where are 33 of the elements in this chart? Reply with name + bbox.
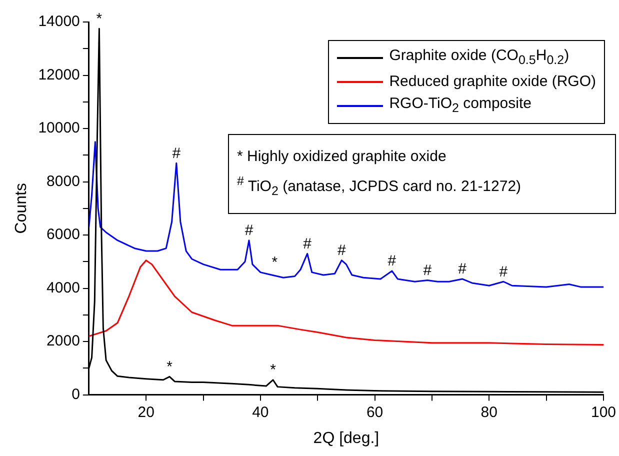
x-tick-label: 80 [480,404,498,421]
annotation: # [244,222,254,239]
annotation: # [458,260,468,278]
legend-label: Reduced graphite oxide (RGO) [389,72,596,92]
x-tick-label: 20 [138,404,154,421]
y-tick-label: 0 [72,386,80,403]
annotation: * Highly oxidized graphite oxide [237,147,448,167]
x-tick-label: 40 [252,404,269,421]
y-tick-label: 14000 [38,13,80,30]
note-box: * Highly oxidized graphite oxide $^{#}$ TiO$_{2}$ (anatase, JCPDS card no. 21-1272) [228,134,616,214]
x-tick-label: 100 [590,404,616,421]
y-tick-label: 6000 [46,226,80,244]
x-tick-label: 60 [366,404,384,421]
annotation: * [166,358,173,376]
annotation: # [388,252,397,270]
annotation: * [272,254,278,271]
y-axis-title: Counts [13,183,30,234]
y-tick-label: 12000 [38,66,80,84]
y-tick-label: 2000 [46,332,80,350]
legend-label: Graphite oxide (CO$_{0.5}$H$_{0.2}$) [389,46,570,69]
annotation: # [172,144,182,162]
y-tick-label: 4000 [46,279,80,296]
y-tick-label: 10000 [38,120,80,137]
annotation: * [270,362,276,379]
annotation: # [337,242,346,259]
annotation: # [423,262,432,279]
y-tick-label: 8000 [46,172,80,190]
annotation: $^{#}$ TiO$_{2}$ (anatase, JCPDS card no. 21-1272) [237,173,522,200]
annotation: # [303,235,312,252]
annotation: * [96,10,102,28]
x-axis-title: 2Q [deg.] [313,430,380,447]
annotation: # [499,263,508,280]
legend-label: RGO-TiO$_{2}$ composite [389,94,532,117]
